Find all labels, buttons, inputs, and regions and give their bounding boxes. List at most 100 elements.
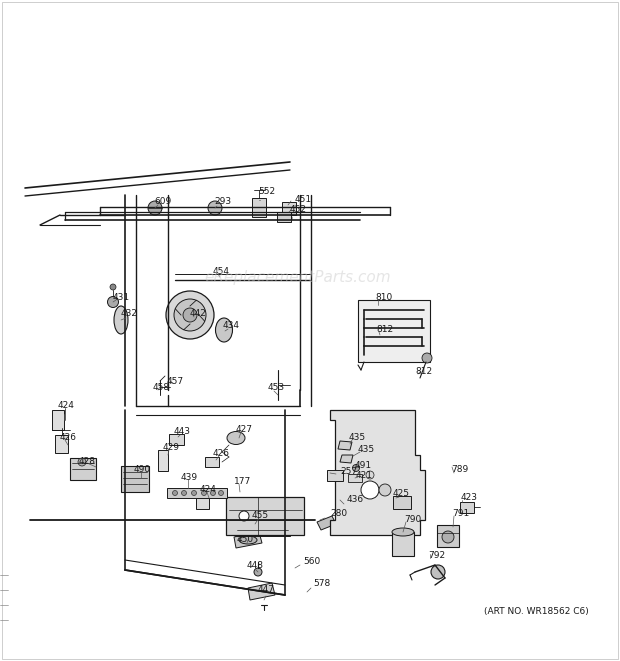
Text: (ART NO. WR18562 C6): (ART NO. WR18562 C6)	[484, 607, 589, 616]
Bar	[55, 435, 68, 453]
Text: 455: 455	[252, 510, 269, 520]
Ellipse shape	[392, 528, 414, 536]
Ellipse shape	[114, 306, 128, 334]
Ellipse shape	[216, 318, 232, 342]
Text: 293: 293	[214, 196, 231, 206]
Circle shape	[110, 284, 116, 290]
Text: 432: 432	[121, 309, 138, 317]
Bar	[348, 474, 362, 482]
Text: 454: 454	[213, 268, 230, 276]
Circle shape	[182, 490, 187, 496]
Circle shape	[431, 565, 445, 579]
Text: 425: 425	[393, 490, 410, 498]
Circle shape	[366, 471, 374, 479]
Text: 609: 609	[154, 196, 171, 206]
Bar	[392, 532, 414, 556]
Text: 812: 812	[415, 368, 432, 377]
Circle shape	[442, 531, 454, 543]
Text: 447: 447	[258, 586, 275, 594]
Text: 490: 490	[134, 465, 151, 475]
Text: 790: 790	[404, 514, 421, 524]
Circle shape	[218, 490, 223, 496]
Bar	[169, 434, 184, 445]
Polygon shape	[234, 532, 262, 548]
Circle shape	[107, 297, 118, 307]
Text: 457: 457	[167, 377, 184, 385]
Circle shape	[254, 568, 262, 576]
Text: 424: 424	[200, 485, 217, 494]
Bar	[460, 502, 474, 513]
Text: 491: 491	[355, 461, 372, 469]
Circle shape	[172, 490, 177, 496]
Text: 435: 435	[349, 432, 366, 442]
Text: 812: 812	[376, 325, 393, 334]
Text: 453: 453	[268, 383, 285, 393]
Text: 448: 448	[247, 561, 264, 570]
Ellipse shape	[227, 432, 245, 444]
Polygon shape	[248, 583, 275, 600]
Bar	[158, 450, 168, 471]
Bar	[52, 410, 64, 430]
Circle shape	[422, 353, 432, 363]
Circle shape	[208, 201, 222, 215]
Polygon shape	[330, 410, 425, 535]
Bar	[393, 496, 411, 509]
Text: 434: 434	[223, 321, 240, 330]
Text: 443: 443	[174, 428, 191, 436]
Text: 426: 426	[60, 432, 77, 442]
Text: 280: 280	[330, 510, 347, 518]
Circle shape	[284, 214, 292, 222]
Circle shape	[353, 465, 360, 471]
Circle shape	[166, 291, 214, 339]
Bar	[437, 525, 459, 547]
Text: 810: 810	[375, 293, 392, 303]
Ellipse shape	[239, 536, 257, 544]
Text: 431: 431	[113, 293, 130, 301]
Bar	[282, 202, 296, 215]
Text: 426: 426	[213, 449, 230, 459]
Text: 791: 791	[452, 508, 469, 518]
Bar	[235, 522, 290, 536]
Text: 789: 789	[451, 465, 468, 475]
Text: 423: 423	[461, 492, 478, 502]
Text: 442: 442	[190, 309, 207, 319]
Text: 552: 552	[258, 188, 275, 196]
Text: 257: 257	[340, 467, 357, 475]
Bar	[205, 457, 219, 467]
Text: 452: 452	[290, 204, 307, 214]
Circle shape	[202, 490, 206, 496]
Text: 439: 439	[181, 473, 198, 481]
Text: 458: 458	[153, 383, 170, 393]
Circle shape	[78, 458, 86, 466]
Text: eReplacementParts.com: eReplacementParts.com	[204, 270, 391, 285]
Text: 429: 429	[163, 442, 180, 451]
Bar	[196, 498, 209, 509]
Text: 578: 578	[313, 580, 330, 588]
Circle shape	[183, 308, 197, 322]
Text: 450: 450	[237, 535, 254, 543]
Bar	[121, 466, 149, 492]
Bar	[358, 300, 430, 362]
Text: 427: 427	[236, 426, 253, 434]
Bar	[327, 470, 343, 481]
Bar	[167, 488, 227, 498]
Polygon shape	[340, 455, 353, 463]
Bar	[252, 198, 266, 217]
Circle shape	[192, 490, 197, 496]
Text: 177: 177	[234, 477, 251, 485]
Circle shape	[379, 484, 391, 496]
Text: 436: 436	[347, 494, 364, 504]
Polygon shape	[317, 516, 336, 530]
Text: 421: 421	[356, 471, 373, 481]
Text: 792: 792	[428, 551, 445, 561]
Circle shape	[148, 201, 162, 215]
Text: 435: 435	[358, 446, 375, 455]
Circle shape	[361, 481, 379, 499]
Polygon shape	[338, 441, 352, 450]
Text: 424: 424	[58, 401, 75, 410]
Text: 560: 560	[303, 557, 321, 566]
Bar	[70, 458, 96, 480]
Text: 451: 451	[295, 194, 312, 204]
Bar	[226, 497, 304, 535]
Bar	[277, 212, 291, 222]
